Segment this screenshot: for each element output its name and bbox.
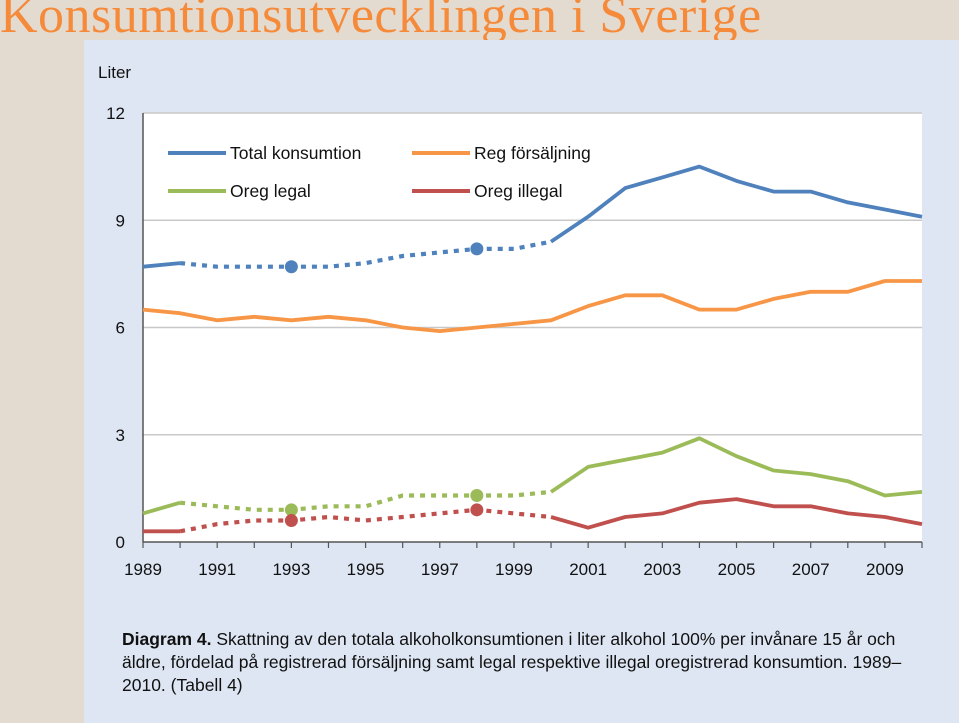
legend-label: Oreg legal [230,181,311,201]
x-tick-label: 1991 [198,560,236,579]
y-axis-label: Liter [98,63,131,82]
x-tick-label: 1993 [272,560,310,579]
y-tick-label: 6 [116,319,125,338]
series-marker-3 [470,503,484,517]
y-tick-label: 3 [116,426,125,445]
series-marker-2 [284,503,298,517]
series-marker-0 [470,242,484,256]
series-line-2 [179,489,552,512]
x-tick-label: 2009 [866,560,904,579]
series-line-0 [549,164,923,244]
series-line-3 [550,497,923,530]
series-line-0 [142,261,181,269]
x-tick-label: 1997 [421,560,459,579]
x-tick-label: 2001 [569,560,607,579]
x-tick-label: 1999 [495,560,533,579]
x-tick-label: 2003 [643,560,681,579]
series-marker-2 [470,489,484,503]
x-tick-label: 1989 [124,560,162,579]
legend-label: Total konsumtion [230,143,361,163]
figure-caption: Diagram 4. Skattning av den totala alkoh… [122,628,942,697]
y-tick-label: 9 [116,211,125,230]
y-tick-label: 0 [116,533,125,552]
legend-label: Reg försäljning [474,143,591,163]
x-tick-label: 2005 [718,560,756,579]
series-line-0 [179,239,552,269]
series-line-1 [142,279,922,333]
caption-lead: Diagram 4. [122,629,212,649]
series-line-3 [179,507,552,534]
line-chart: 0 3 6 9 12 Liter 1989 1991 1993 1995 1997 1999 2001 2… [98,63,923,579]
series-line-2 [142,500,181,516]
series-line-2 [549,436,923,498]
legend-label: Oreg illegal [474,181,563,201]
caption-text: Skattning av den totala alkoholkonsumtio… [122,629,902,695]
x-tick-label: 2007 [792,560,830,579]
series-marker-0 [284,260,298,274]
series-marker-3 [284,514,298,528]
slide-title: Konsumtionsutvecklingen i Sverige [0,0,762,44]
y-tick-label: 12 [106,104,125,123]
x-tick-label: 1995 [347,560,385,579]
